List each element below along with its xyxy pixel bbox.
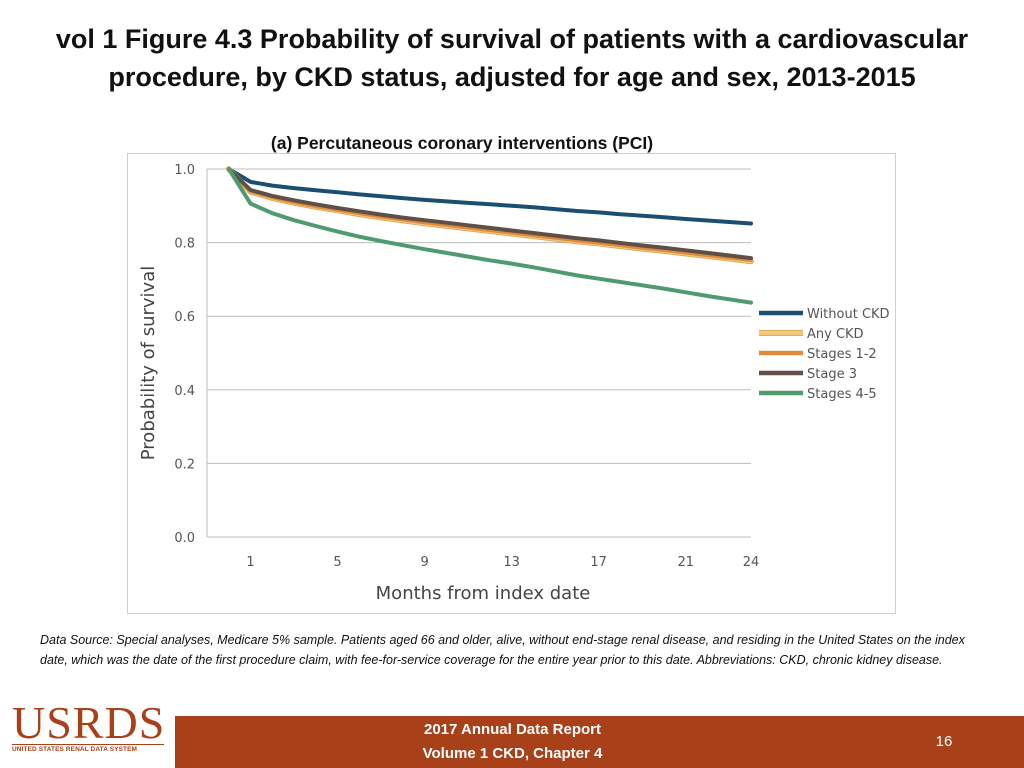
legend-label: Stages 1-2 — [807, 347, 877, 362]
x-tick-label: 5 — [333, 555, 341, 570]
footer-line-2: Volume 1 CKD, Chapter 4 — [422, 745, 603, 762]
series-line — [226, 167, 753, 226]
usrds-logo — [0, 700, 175, 768]
page-number: 16 — [935, 733, 953, 750]
legend-label: Stages 4-5 — [807, 387, 877, 402]
y-tick-label: 1.0 — [174, 163, 195, 178]
x-tick-label: 1 — [246, 555, 254, 570]
series-line — [226, 167, 753, 305]
legend-label: Without CKD — [807, 307, 890, 322]
chart-title: (a) Percutaneous coronary interventions … — [270, 133, 654, 153]
y-tick-label: 0.4 — [174, 384, 195, 399]
x-tick-label: 9 — [420, 555, 428, 570]
x-tick-label: 21 — [677, 555, 694, 570]
x-tick-label: 13 — [503, 555, 520, 570]
legend-label: Stage 3 — [807, 367, 857, 382]
survival-line-chart: 0.0 0.2 0.4 0.6 0.8 1.0 1 5 9 13 17 21 24 Months from… — [138, 163, 890, 604]
series-line — [226, 167, 753, 261]
legend-label: Any CKD — [807, 327, 864, 342]
usrds-logo-wordmark: USRDS — [12, 697, 166, 748]
x-tick-label: 24 — [743, 555, 760, 570]
y-axis-title: Probability of survival — [138, 266, 159, 460]
x-tick-label: 17 — [590, 555, 607, 570]
y-tick-label: 0.6 — [174, 310, 195, 325]
footer-report-label: 2017 Annual Data Report Volume 1 CKD, Ch… — [360, 718, 665, 766]
footer-line-1: 2017 Annual Data Report — [424, 721, 601, 738]
chart-frame — [127, 153, 896, 614]
logo-divider — [12, 744, 164, 745]
series-line — [226, 167, 753, 262]
y-tick-label: 0.0 — [174, 531, 195, 546]
y-tick-label: 0.2 — [174, 457, 195, 472]
slide-title: vol 1 Figure 4.3 Probability of survival… — [55, 24, 969, 92]
usrds-logo-subtitle: UNITED STATES RENAL DATA SYSTEM — [12, 746, 138, 753]
y-tick-label: 0.8 — [174, 237, 195, 252]
x-axis-title: Months from index date — [376, 583, 591, 604]
data-source-note: Data Source: Special analyses, Medicare … — [40, 633, 965, 667]
